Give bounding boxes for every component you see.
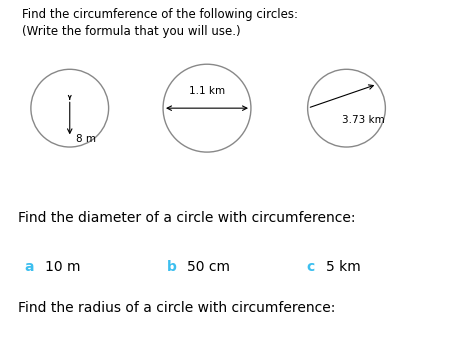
Text: Find the radius of a circle with circumference:: Find the radius of a circle with circumf… [18, 301, 335, 315]
Text: 8 m: 8 m [76, 134, 96, 144]
Text: 5 km: 5 km [326, 260, 361, 274]
Text: a: a [25, 260, 34, 274]
Text: Find the circumference of the following circles:: Find the circumference of the following … [22, 8, 298, 21]
Text: 10 m: 10 m [45, 260, 81, 274]
Text: b: b [166, 260, 176, 274]
Text: (Write the formula that you will use.): (Write the formula that you will use.) [22, 25, 241, 38]
Text: 1.1 km: 1.1 km [189, 86, 225, 96]
Text: Find the diameter of a circle with circumference:: Find the diameter of a circle with circu… [18, 211, 356, 225]
Text: 50 cm: 50 cm [187, 260, 230, 274]
Text: 3.73 km: 3.73 km [342, 115, 385, 125]
Text: c: c [306, 260, 314, 274]
